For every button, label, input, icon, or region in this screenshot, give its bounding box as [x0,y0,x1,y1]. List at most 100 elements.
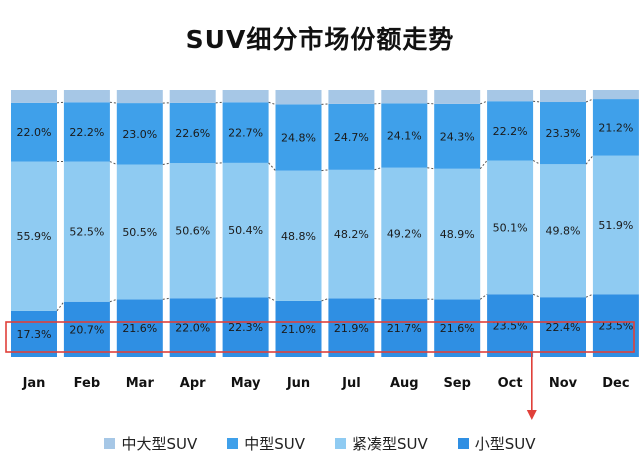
data-label: 51.9% [598,219,633,232]
data-label: 22.7% [228,127,263,140]
connector-line [532,160,541,165]
connector-line [268,162,276,171]
bar-segment-aug-1 [381,299,428,357]
bar-segment-sep-4 [434,90,481,104]
data-label: 48.8% [281,230,316,243]
bar-segment-jun-2 [275,170,322,301]
bar-segment-feb-4 [63,90,110,103]
bar-segment-jun-4 [275,90,322,105]
x-tick-label: Aug [390,376,419,391]
data-label: 22.2% [69,126,104,139]
bar-segment-jun-3 [275,104,322,171]
bar-segment-aug-3 [381,103,428,168]
connector-line [479,293,488,300]
bar-segment-may-3 [222,102,269,163]
data-label: 21.2% [598,121,633,134]
connector-line [480,100,488,105]
bar-segment-apr-4 [169,90,216,103]
legend-label: 中大型SUV [121,435,198,453]
data-label: 21.7% [387,322,422,335]
bar-segment-jul-3 [328,103,375,170]
connector-line [215,101,223,104]
connector-line [109,161,117,165]
bar-segment-jul-4 [328,90,375,104]
connector-line [427,167,435,170]
legend-swatch [227,438,239,449]
connector-line [585,98,594,103]
legend-label: 紧凑型SUV [352,435,428,453]
bar-segment-mar-4 [116,90,163,104]
bar-segment-nov-1 [540,297,586,357]
legend-item: 中型SUV [227,433,305,454]
bar-segment-nov-2 [540,164,586,298]
connector-line [321,298,329,302]
legend-item: 紧凑型SUV [335,433,428,454]
bar-segment-jan-1 [11,310,57,357]
bar-segment-aug-4 [381,90,428,104]
bar-segment-jan-4 [11,90,57,103]
data-label: 23.5% [493,320,528,333]
data-label: 24.3% [440,130,475,143]
connector-line [215,296,223,299]
data-label: 21.9% [334,322,369,335]
data-label: 24.1% [387,130,422,143]
bar-segment-nov-3 [540,102,586,165]
bar-segment-mar-1 [116,299,163,357]
connector-line [533,100,541,103]
data-label: 48.2% [334,228,369,241]
connector-line [268,101,276,105]
x-tick-label: Oct [498,376,523,391]
connector-line [109,298,117,303]
legend-item: 小型SUV [457,433,536,454]
data-label: 55.9% [17,230,52,243]
data-label: 20.7% [69,323,104,336]
bar-segment-sep-2 [434,168,481,300]
chart-title: SUV细分市场份额走势 [185,25,455,54]
x-tick-label: Jun [286,376,310,391]
connector-line [56,101,64,104]
bar-segment-jan-3 [11,102,57,162]
data-label: 24.7% [334,131,369,144]
data-label: 22.2% [493,125,528,138]
bar-segment-oct-3 [487,101,534,161]
bar-segment-apr-2 [169,163,216,299]
data-label: 22.0% [17,126,52,139]
bar-segment-sep-3 [434,103,481,169]
data-label: 22.0% [175,322,210,335]
x-tick-label: Mar [126,376,155,391]
data-label: 22.3% [228,321,263,334]
data-label: 50.4% [228,224,263,237]
bar-segment-feb-1 [63,301,110,357]
data-label: 52.5% [69,226,104,239]
data-label: 24.8% [281,132,316,145]
data-label: 50.6% [175,225,210,238]
bar-segment-oct-1 [487,294,534,357]
data-label: 21.0% [281,323,316,336]
bar-segment-oct-4 [487,90,534,102]
bar-segment-jul-2 [328,169,375,299]
connector-line [268,297,276,302]
connector-line [479,160,488,170]
bar-segment-dec-1 [592,294,639,357]
data-label: 23.0% [122,128,157,141]
data-label: 22.6% [175,127,210,140]
connector-line [374,298,382,300]
legend-item: 中大型SUV [104,433,197,454]
bar-segment-mar-2 [116,164,163,300]
connector-line [585,155,594,165]
bar-segment-may-4 [222,90,269,103]
legend-label: 中型SUV [244,435,305,453]
highlight-box [5,321,635,353]
bar-segment-oct-2 [487,160,534,295]
connector-line [585,293,594,298]
bar-segment-apr-3 [169,102,216,164]
bar-segment-dec-2 [592,155,639,295]
connector-line [321,169,329,172]
x-tick-label: Apr [180,376,206,391]
bar-segment-nov-4 [540,90,586,103]
bar-segment-dec-3 [592,99,639,156]
data-label: 49.2% [387,227,422,240]
bar-segment-feb-3 [63,102,110,162]
data-label: 49.8% [546,225,581,238]
data-label: 17.3% [17,328,52,341]
